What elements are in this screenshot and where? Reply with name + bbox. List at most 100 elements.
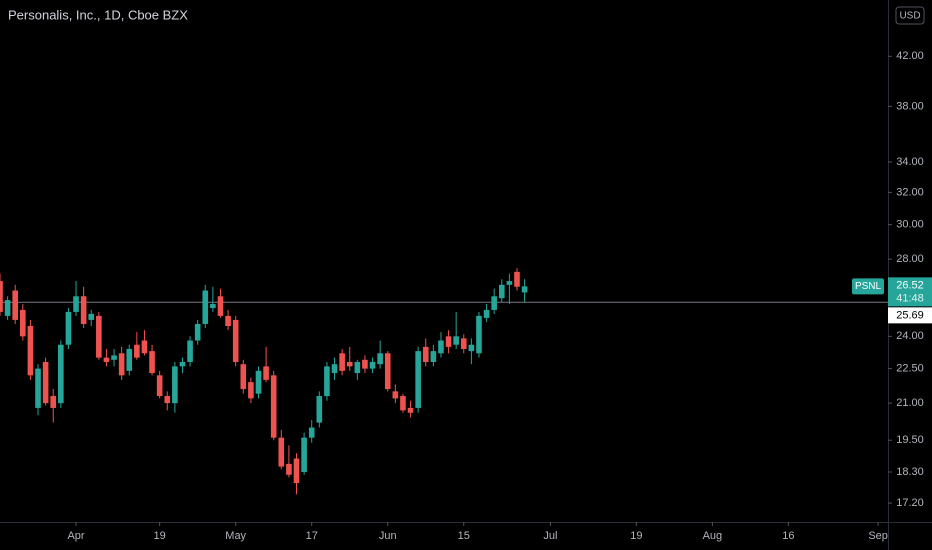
y-tick-label: 38.00 xyxy=(896,100,924,112)
candle-body xyxy=(491,296,497,310)
candle-body xyxy=(438,340,444,354)
candle-body xyxy=(103,357,110,362)
candle-body xyxy=(445,336,452,347)
y-tick-label: 34.00 xyxy=(896,156,924,168)
x-tick-label: 17 xyxy=(306,530,318,542)
candle-body xyxy=(73,296,79,312)
candle-body xyxy=(225,315,231,327)
candle-body xyxy=(42,361,49,404)
x-tick-label: Apr xyxy=(67,530,84,542)
candle-body xyxy=(27,326,34,376)
candle-body xyxy=(354,361,361,374)
y-tick-label: 24.00 xyxy=(896,330,924,342)
candle-body xyxy=(514,271,520,287)
candle-body xyxy=(483,309,490,318)
candle-body xyxy=(415,351,421,408)
candle-body xyxy=(301,437,307,473)
candle-body xyxy=(20,309,26,337)
candle-body xyxy=(331,364,338,374)
candle-body xyxy=(422,346,429,362)
candle-body xyxy=(4,300,11,316)
x-tick-label: Jul xyxy=(543,530,557,542)
x-tick-label: 15 xyxy=(458,530,470,542)
candle-body xyxy=(468,344,475,352)
y-tick-label: 19.50 xyxy=(896,434,924,446)
candle-body xyxy=(96,315,102,358)
x-tick-label: Jun xyxy=(379,530,397,542)
candle-body xyxy=(80,296,87,324)
candle-body xyxy=(384,353,391,390)
candle-body xyxy=(407,407,414,413)
candle-body xyxy=(270,375,277,438)
candle-body xyxy=(134,344,140,358)
currency-badge[interactable] xyxy=(895,6,925,25)
countdown: 41:48 xyxy=(896,292,924,304)
candle-body xyxy=(286,463,292,475)
x-tick-label: 19 xyxy=(154,530,166,542)
candle-body xyxy=(506,281,513,285)
candle-body xyxy=(339,353,345,371)
symbol: PSNL xyxy=(855,281,882,292)
y-tick-label: 28.00 xyxy=(896,253,924,265)
last-price: 26.52 xyxy=(896,279,924,291)
candle-body xyxy=(156,375,163,397)
x-tick-label: May xyxy=(225,530,246,542)
candle-body xyxy=(476,315,482,354)
candle-body xyxy=(453,336,459,345)
candle-body xyxy=(377,353,383,365)
candle-body xyxy=(369,361,376,369)
candle-body xyxy=(498,284,505,299)
candle-body xyxy=(316,396,323,423)
y-tick-label: 42.00 xyxy=(896,50,924,62)
candle-body xyxy=(65,311,72,345)
candle-body xyxy=(0,281,3,312)
currency: USD xyxy=(899,11,920,22)
candle-body xyxy=(88,313,95,320)
candle-body xyxy=(255,370,262,394)
candle-body xyxy=(248,382,254,399)
y-tick-label: 30.00 xyxy=(896,219,924,231)
last-price-box xyxy=(888,277,932,307)
candle-body xyxy=(202,290,209,324)
candle-body xyxy=(460,338,467,349)
price-line-label: 25.69 xyxy=(896,309,924,321)
y-tick-label: 18.30 xyxy=(896,466,924,478)
y-tick-label: 21.00 xyxy=(896,397,924,409)
candle-body xyxy=(210,304,216,308)
y-tick-label: 22.50 xyxy=(896,363,924,375)
x-tick-label: 19 xyxy=(630,530,642,542)
candle-body xyxy=(164,396,171,404)
candle-body xyxy=(179,361,186,367)
candle-body xyxy=(392,391,399,399)
candle-body xyxy=(217,296,224,316)
candle-body xyxy=(111,355,117,360)
candle-body xyxy=(346,361,353,367)
candle-body xyxy=(232,319,239,362)
candle-body xyxy=(118,353,125,376)
candle-body xyxy=(263,366,269,380)
candle-body xyxy=(172,366,178,404)
x-tick-label: 16 xyxy=(782,530,794,542)
candle-body xyxy=(141,340,148,354)
candle-body xyxy=(324,366,330,397)
candle-body xyxy=(149,351,155,374)
chart-title: Personalis, Inc., 1D, Cboe BZX xyxy=(8,7,188,22)
x-tick-label: Aug xyxy=(703,530,723,542)
y-tick-label: 32.00 xyxy=(896,186,924,198)
candle-body xyxy=(400,396,406,411)
candle-body xyxy=(278,437,285,467)
candle-body xyxy=(293,458,300,484)
candle-body xyxy=(12,290,19,320)
candle-body xyxy=(187,340,193,362)
candle-body xyxy=(362,359,368,369)
price-line-box xyxy=(888,307,932,324)
candle-body xyxy=(240,364,247,390)
symbol-tag xyxy=(852,278,884,295)
x-tick-label: Sep xyxy=(868,530,888,542)
candle-body xyxy=(50,396,57,408)
candle-body xyxy=(194,323,201,341)
candle-body xyxy=(58,344,64,404)
